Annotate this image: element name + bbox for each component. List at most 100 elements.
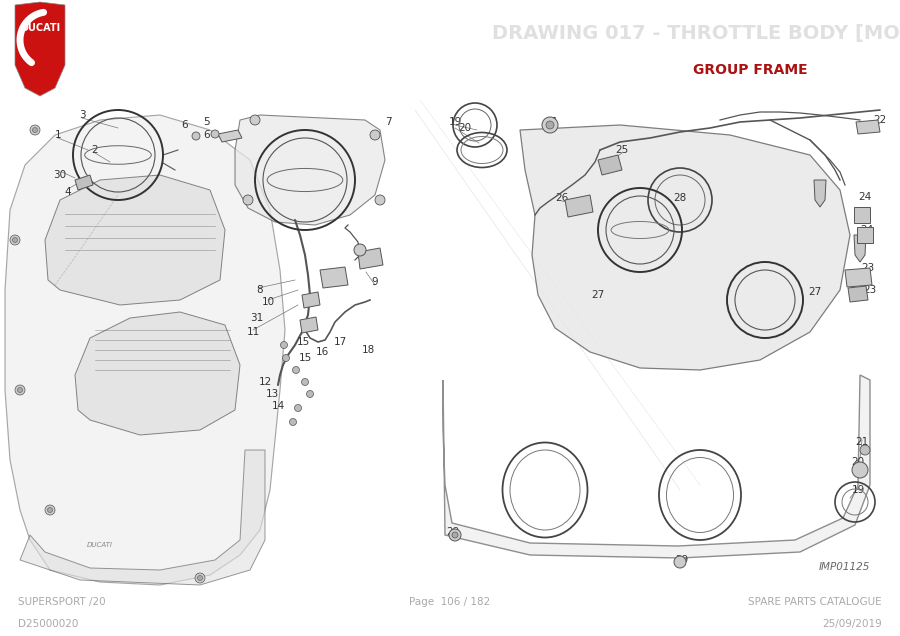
- Text: 11: 11: [247, 327, 259, 337]
- Text: 12: 12: [258, 377, 272, 387]
- Polygon shape: [235, 115, 385, 225]
- Circle shape: [32, 127, 38, 132]
- Text: 2: 2: [92, 145, 98, 155]
- Circle shape: [290, 418, 296, 425]
- Text: 22: 22: [873, 115, 886, 125]
- Polygon shape: [848, 286, 868, 302]
- Circle shape: [674, 556, 686, 568]
- Text: 25: 25: [616, 145, 628, 155]
- Text: 23: 23: [861, 263, 875, 273]
- Polygon shape: [358, 248, 383, 269]
- Polygon shape: [598, 155, 622, 175]
- Text: 14: 14: [272, 401, 284, 411]
- Polygon shape: [845, 268, 872, 287]
- Polygon shape: [302, 292, 320, 308]
- Circle shape: [292, 366, 300, 373]
- Text: 28: 28: [673, 193, 687, 203]
- Circle shape: [449, 529, 461, 541]
- Text: DUCATI: DUCATI: [87, 542, 113, 548]
- Text: 30: 30: [53, 170, 67, 180]
- Circle shape: [197, 576, 202, 581]
- Polygon shape: [300, 317, 318, 333]
- Circle shape: [250, 115, 260, 125]
- Polygon shape: [443, 375, 870, 558]
- Circle shape: [195, 573, 205, 583]
- Polygon shape: [857, 227, 873, 243]
- Text: 29: 29: [446, 527, 460, 537]
- Circle shape: [354, 244, 366, 256]
- Text: 16: 16: [315, 347, 328, 357]
- Text: 17: 17: [333, 337, 346, 347]
- Text: 9: 9: [372, 277, 378, 287]
- Circle shape: [852, 462, 868, 478]
- Text: 15: 15: [299, 353, 311, 363]
- Text: 19: 19: [448, 117, 462, 127]
- Text: Page  106 / 182: Page 106 / 182: [410, 597, 490, 607]
- Text: 18: 18: [362, 345, 374, 355]
- Polygon shape: [75, 312, 240, 435]
- Text: 23: 23: [863, 285, 877, 295]
- Text: GROUP FRAME: GROUP FRAME: [693, 63, 807, 77]
- Circle shape: [211, 130, 219, 138]
- Circle shape: [45, 505, 55, 515]
- Polygon shape: [814, 180, 826, 207]
- Polygon shape: [854, 235, 866, 262]
- Text: SPARE PARTS CATALOGUE: SPARE PARTS CATALOGUE: [749, 597, 882, 607]
- Text: 15: 15: [296, 337, 310, 347]
- Polygon shape: [856, 120, 880, 134]
- Polygon shape: [5, 115, 285, 585]
- Polygon shape: [75, 175, 93, 190]
- Text: 8: 8: [256, 285, 264, 295]
- Circle shape: [542, 117, 558, 133]
- Circle shape: [370, 130, 380, 140]
- Polygon shape: [20, 450, 265, 585]
- Text: 29: 29: [675, 555, 688, 565]
- Text: 20: 20: [851, 457, 865, 467]
- Circle shape: [192, 132, 200, 140]
- Circle shape: [48, 508, 52, 513]
- Polygon shape: [320, 267, 348, 288]
- Circle shape: [281, 342, 287, 349]
- Text: 7: 7: [384, 117, 392, 127]
- Circle shape: [15, 385, 25, 395]
- Text: 24: 24: [859, 192, 871, 202]
- Polygon shape: [45, 175, 225, 305]
- Circle shape: [243, 195, 253, 205]
- Text: 13: 13: [266, 389, 279, 399]
- Polygon shape: [854, 207, 870, 223]
- Circle shape: [546, 121, 554, 129]
- Text: 27: 27: [808, 287, 822, 297]
- Circle shape: [302, 378, 309, 385]
- Polygon shape: [520, 125, 850, 370]
- Text: 10: 10: [261, 297, 274, 307]
- Text: 1: 1: [55, 130, 61, 140]
- Text: 21: 21: [545, 117, 559, 127]
- Circle shape: [307, 391, 313, 398]
- Text: 6: 6: [182, 120, 188, 130]
- Text: 4: 4: [65, 187, 71, 197]
- Text: DUCATI: DUCATI: [20, 23, 60, 33]
- Circle shape: [283, 354, 290, 361]
- Polygon shape: [218, 130, 242, 142]
- Text: D25000020: D25000020: [18, 619, 78, 629]
- Text: 27: 27: [591, 290, 605, 300]
- Text: SUPERSPORT /20: SUPERSPORT /20: [18, 597, 105, 607]
- Text: 3: 3: [78, 110, 86, 120]
- Polygon shape: [565, 195, 593, 217]
- Text: 21: 21: [855, 437, 868, 447]
- Text: 26: 26: [555, 193, 569, 203]
- Text: 6: 6: [203, 130, 211, 140]
- Text: 25/09/2019: 25/09/2019: [823, 619, 882, 629]
- Text: 5: 5: [203, 117, 211, 127]
- Circle shape: [30, 125, 40, 135]
- Circle shape: [294, 404, 302, 411]
- Text: 19: 19: [851, 485, 865, 495]
- Circle shape: [10, 235, 20, 245]
- Circle shape: [375, 195, 385, 205]
- Circle shape: [13, 237, 17, 242]
- Text: 31: 31: [250, 313, 264, 323]
- Text: 20: 20: [458, 123, 472, 133]
- Circle shape: [860, 445, 870, 455]
- Text: IMP01125: IMP01125: [819, 562, 870, 572]
- Text: 24: 24: [860, 225, 874, 235]
